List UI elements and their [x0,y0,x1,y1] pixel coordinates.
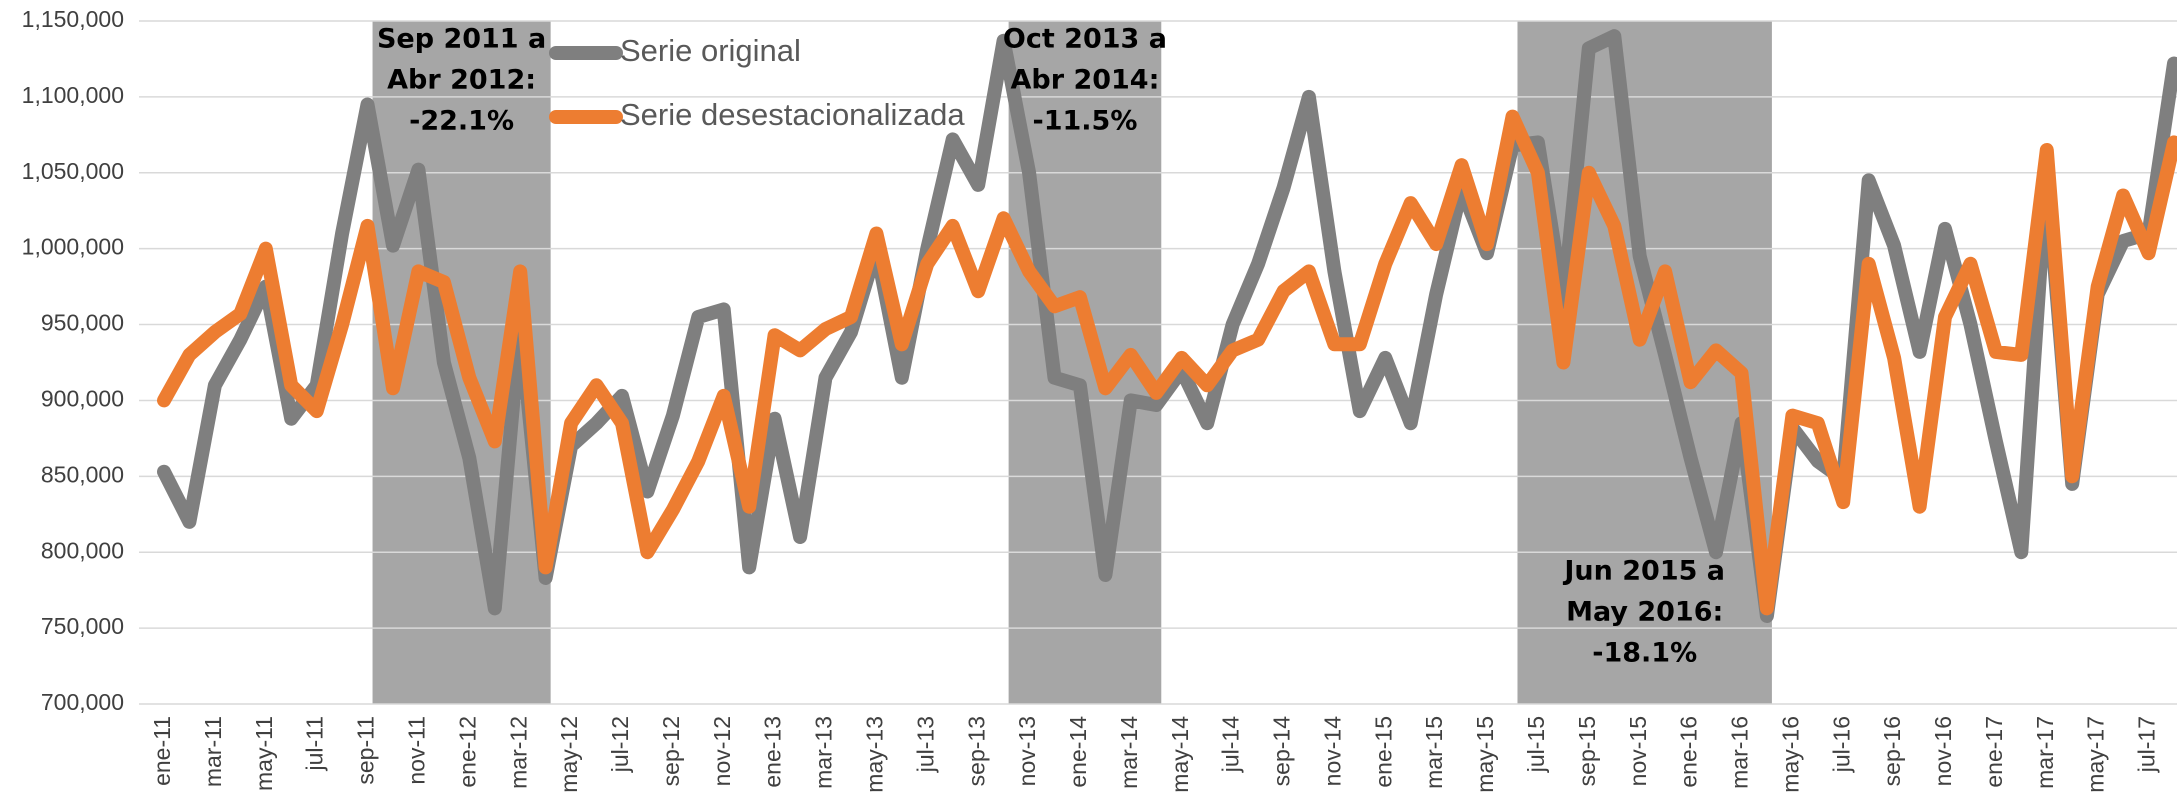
x-tick-label: may-14 [1167,716,1193,793]
y-tick-label: 900,000 [41,386,124,412]
x-tick-label: ene-15 [1370,716,1396,788]
y-tick-label: 1,050,000 [22,158,124,184]
x-tick-label: jul-14 [1218,716,1244,773]
x-tick-label: may-13 [861,716,887,793]
x-tick-label: mar-17 [2032,716,2058,789]
x-tick-label: jul-12 [607,716,633,773]
x-tick-label: may-17 [2083,716,2109,793]
x-tick-label: ene-13 [760,716,786,788]
x-tick-label: jul-17 [2134,716,2160,773]
x-tick-label: nov-15 [1625,716,1651,786]
x-tick-label: may-11 [251,716,277,791]
x-tick-label: nov-12 [709,716,735,786]
x-tick-label: sep-14 [1269,716,1295,787]
x-tick-label: jul-11 [302,716,328,772]
legend-label: Serie original [620,33,801,68]
x-tick-label: jul-13 [912,716,938,773]
y-tick-label: 750,000 [41,613,124,639]
x-tick-label: mar-13 [811,716,837,789]
legend-label: Serie desestacionalizada [620,97,965,132]
x-tick-label: nov-14 [1319,716,1345,787]
annotation: Jun 2015 a [1562,556,1725,587]
x-tick-label: sep-16 [1879,716,1905,786]
y-tick-label: 1,100,000 [22,82,124,108]
x-tick-label: nov-16 [1930,716,1956,786]
annotation: Abr 2014: [1011,65,1160,96]
x-tick-label: sep-15 [1574,716,1600,786]
x-tick-label: mar-11 [200,716,226,787]
y-tick-label: 950,000 [41,310,124,336]
x-tick-label: sep-12 [658,716,684,786]
x-tick-label: nov-13 [1014,716,1040,786]
x-tick-label: ene-16 [1676,716,1702,788]
annotation: -22.1% [409,106,514,137]
y-tick-label: 1,000,000 [22,234,124,260]
x-tick-label: sep-13 [963,716,989,786]
x-tick-label: mar-12 [505,716,531,789]
x-tick-label: mar-15 [1421,716,1447,789]
x-tick-label: ene-12 [454,716,480,788]
y-tick-label: 800,000 [41,537,124,563]
x-tick-label: may-12 [556,716,582,793]
x-tick-label: mar-16 [1727,716,1753,789]
x-tick-label: jul-15 [1523,716,1549,773]
annotation: Abr 2012: [387,65,536,96]
y-tick-label: 1,150,000 [22,6,124,32]
y-tick-label: 700,000 [41,689,124,715]
annotation: May 2016: [1566,597,1723,628]
x-tick-label: may-15 [1472,716,1498,793]
x-tick-label: ene-11 [149,716,175,786]
annotation: -18.1% [1592,638,1697,669]
x-tick-label: mar-14 [1116,716,1142,789]
annotation: Oct 2013 a [1003,24,1167,55]
x-tick-label: may-16 [1777,716,1803,793]
x-tick-label: nov-11 [404,716,430,785]
x-tick-label: jul-16 [1828,716,1854,773]
x-tick-label: ene-17 [1981,716,2007,788]
annotation: -11.5% [1033,106,1138,137]
series-line [157,109,2177,616]
x-tick-label: sep-11 [353,716,379,785]
annotation: Sep 2011 a [377,24,546,55]
x-tick-label: ene-14 [1065,716,1091,788]
y-tick-label: 850,000 [41,461,124,487]
